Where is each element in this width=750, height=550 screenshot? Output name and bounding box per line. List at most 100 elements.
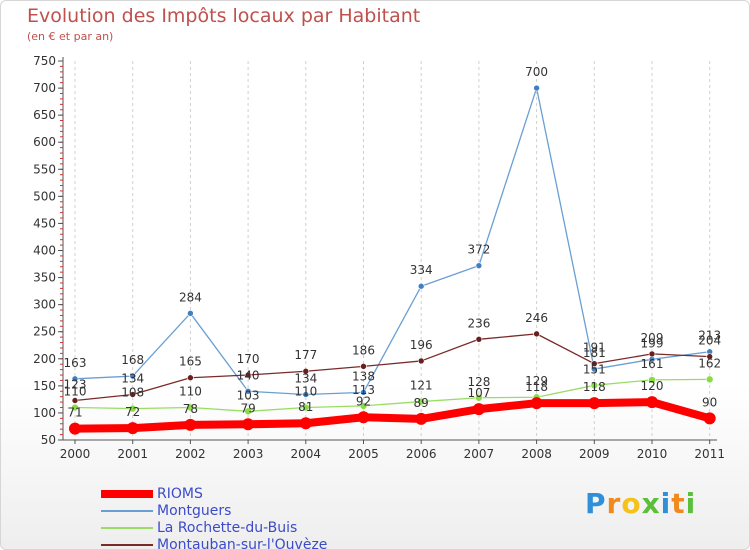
data-label: 209 xyxy=(641,331,664,345)
data-label: 181 xyxy=(583,346,606,360)
x-tick-label: 2001 xyxy=(117,447,148,461)
legend-label: RIOMS xyxy=(157,485,203,502)
logo-letter: i xyxy=(660,487,672,520)
y-tick-label: 350 xyxy=(33,271,56,285)
series-line-rioms xyxy=(71,398,714,433)
data-label: 103 xyxy=(237,388,260,402)
series-line-la-rochette-du-buis xyxy=(74,378,711,412)
data-point-montauban-sur-l-ouv-ze xyxy=(648,350,656,358)
data-label: 118 xyxy=(525,380,548,394)
data-label: 246 xyxy=(525,311,548,325)
data-label: 110 xyxy=(64,385,87,399)
data-label: 138 xyxy=(352,369,375,383)
data-point-montguers xyxy=(129,372,136,380)
legend: RIOMS Montguers La Rochette-du-Buis Mont… xyxy=(101,485,328,550)
legend-item: La Rochette-du-Buis xyxy=(101,519,327,536)
data-label: 110 xyxy=(179,385,202,399)
data-label: 79 xyxy=(240,401,255,415)
y-tick-label: 100 xyxy=(33,406,56,420)
data-label: 140 xyxy=(237,368,260,382)
data-label: 118 xyxy=(583,380,606,394)
data-label: 204 xyxy=(698,334,721,348)
data-point-montauban-sur-l-ouv-ze xyxy=(590,360,598,367)
data-label: 129 xyxy=(525,374,548,388)
data-label: 107 xyxy=(467,386,490,400)
y-tick-label: 750 xyxy=(33,54,56,68)
data-point-montauban-sur-l-ouv-ze xyxy=(302,367,310,375)
data-point-rioms xyxy=(472,403,485,416)
data-point-montauban-sur-l-ouv-ze xyxy=(187,374,194,382)
data-point-la-rochette-du-buis xyxy=(244,407,252,416)
y-tick-label: 450 xyxy=(33,216,56,230)
data-label: 120 xyxy=(641,379,664,393)
data-point-la-rochette-du-buis xyxy=(475,393,483,402)
data-label: 199 xyxy=(641,336,664,350)
data-point-rioms xyxy=(184,418,197,431)
x-tick-label: 2010 xyxy=(637,447,668,461)
legend-label: Montauban-sur-l'Ouvèze xyxy=(157,536,328,550)
data-point-montguers xyxy=(360,389,367,396)
data-label: 163 xyxy=(64,356,87,370)
data-point-montguers xyxy=(417,282,425,290)
data-point-montguers xyxy=(187,310,194,317)
x-tick-label: 2005 xyxy=(348,447,379,461)
data-point-rioms xyxy=(415,412,428,425)
x-tick-label: 2007 xyxy=(464,447,495,461)
y-tick-label: 500 xyxy=(33,189,56,203)
x-tick-label: 2000 xyxy=(60,447,91,461)
data-point-la-rochette-du-buis xyxy=(128,404,137,413)
x-tick-label: 2011 xyxy=(694,447,725,461)
legend-item: Montauban-sur-l'Ouvèze xyxy=(101,536,328,550)
data-label: 236 xyxy=(467,316,490,330)
data-point-montguers xyxy=(475,262,483,269)
data-point-la-rochette-du-buis xyxy=(417,397,426,406)
data-point-montauban-sur-l-ouv-ze xyxy=(533,330,540,338)
data-label: 113 xyxy=(352,383,375,397)
data-label: 700 xyxy=(525,65,548,79)
data-point-montguers xyxy=(533,84,540,92)
x-tick-label: 2002 xyxy=(175,447,206,461)
data-point-la-rochette-du-buis xyxy=(301,403,310,412)
data-point-rioms xyxy=(588,397,601,410)
x-tick-label: 2009 xyxy=(579,447,610,461)
legend-item: RIOMS xyxy=(101,485,327,502)
data-label: 108 xyxy=(121,386,144,400)
data-label: 81 xyxy=(298,400,313,414)
data-point-montguers xyxy=(71,375,79,383)
y-tick-label: 700 xyxy=(33,81,56,95)
data-label: 334 xyxy=(410,263,433,277)
y-tick-label: 400 xyxy=(33,244,56,258)
legend-label: La Rochette-du-Buis xyxy=(157,519,298,536)
proxiti-logo: Proxiti xyxy=(585,487,696,520)
data-label: 78 xyxy=(183,402,198,416)
data-point-montauban-sur-l-ouv-ze xyxy=(417,357,425,365)
logo-letter: x xyxy=(641,487,661,520)
data-point-rioms xyxy=(646,396,658,409)
data-label: 110 xyxy=(294,385,317,399)
data-label: 128 xyxy=(467,375,490,389)
data-label: 284 xyxy=(179,290,202,304)
data-point-la-rochette-du-buis xyxy=(186,403,195,412)
data-point-montauban-sur-l-ouv-ze xyxy=(706,353,714,360)
legend-swatch-montguers xyxy=(101,509,153,512)
data-label: 151 xyxy=(583,362,606,376)
data-point-montauban-sur-l-ouv-ze xyxy=(360,363,367,370)
x-tick-label: 2004 xyxy=(291,447,322,461)
legend-swatch-rioms xyxy=(101,489,153,498)
data-label: 196 xyxy=(410,338,433,352)
data-label: 372 xyxy=(467,243,490,257)
series-line-montauban-sur-l-ouv-ze xyxy=(74,333,711,402)
data-point-rioms xyxy=(357,411,370,424)
data-point-rioms xyxy=(69,422,81,435)
data-point-montguers xyxy=(302,391,310,398)
data-point-la-rochette-du-buis xyxy=(590,381,599,390)
data-label: 134 xyxy=(121,372,144,386)
data-point-montauban-sur-l-ouv-ze xyxy=(244,371,252,379)
legend-swatch-la-rochette xyxy=(101,526,153,529)
data-label: 213 xyxy=(698,329,721,343)
y-tick-label: 200 xyxy=(33,352,56,366)
legend-label: Montguers xyxy=(157,502,232,519)
data-label: 177 xyxy=(294,348,317,362)
